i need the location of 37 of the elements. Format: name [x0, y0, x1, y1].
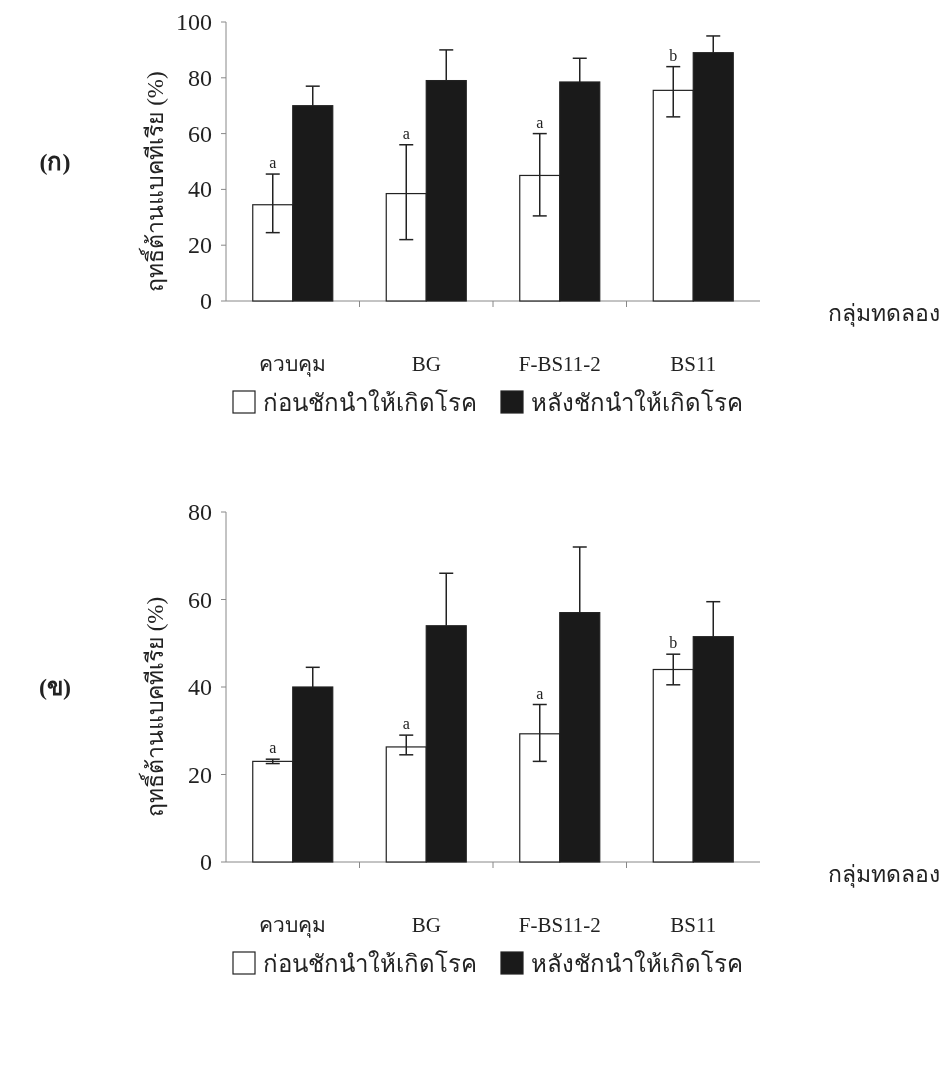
- annotation: a: [269, 739, 277, 757]
- x-tick-label: BG: [411, 352, 441, 376]
- x-tick-label: F-BS11-2: [518, 913, 601, 937]
- legend-label: หลังชักนำให้เกิดโรค: [531, 389, 743, 416]
- y-tick-label: 20: [188, 232, 212, 259]
- y-tick-label: 20: [188, 761, 212, 788]
- x-tick-label: BS11: [670, 352, 717, 376]
- annotation: a: [269, 154, 277, 172]
- annotation: b: [669, 46, 678, 64]
- x-axis-title: กลุ่มทดลอง: [828, 862, 940, 888]
- y-axis-title: ฤทธิ์ต้านแบคทีเรีย (%): [138, 71, 168, 292]
- y-tick-label: 0: [200, 288, 212, 314]
- annotation: a: [536, 113, 544, 131]
- text: (ก): [39, 148, 71, 175]
- annotation: a: [402, 124, 410, 142]
- legend-label: ก่อนชักนำให้เกิดโรค: [263, 389, 477, 416]
- legend-label: หลังชักนำให้เกิดโรค: [531, 950, 743, 977]
- y-tick-label: 80: [188, 64, 212, 91]
- x-tick-label: ควบคุม: [259, 352, 327, 377]
- y-tick-label: 100: [176, 9, 212, 35]
- y-tick-label: 0: [200, 849, 212, 875]
- y-axis-title: ฤทธิ์ต้านแบคทีเรีย (%): [138, 596, 168, 818]
- x-tick-label: F-BS11-2: [518, 352, 601, 376]
- text: (ข): [39, 674, 71, 700]
- y-tick-label: 60: [188, 586, 212, 613]
- annotation: a: [402, 715, 410, 733]
- annotation: a: [536, 684, 544, 702]
- legend-label: ก่อนชักนำให้เกิดโรค: [263, 950, 477, 977]
- y-tick-label: 40: [188, 176, 212, 203]
- x-tick-label: BS11: [670, 913, 717, 937]
- x-tick-label: BG: [411, 913, 441, 937]
- y-tick-label: 40: [188, 674, 212, 700]
- x-axis-title: กลุ่มทดลอง: [828, 301, 940, 327]
- y-tick-label: 80: [188, 499, 212, 525]
- annotation: b: [669, 634, 678, 652]
- x-tick-label: ควบคุม: [259, 913, 327, 938]
- y-tick-label: 60: [188, 120, 212, 147]
